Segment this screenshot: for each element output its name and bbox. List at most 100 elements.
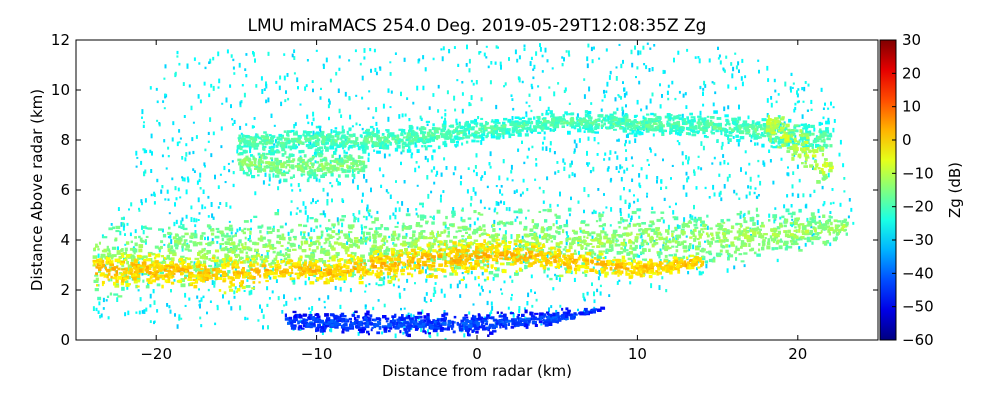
echo-point	[315, 218, 317, 221]
echo-point	[291, 200, 293, 203]
echo-point	[791, 215, 793, 217]
echo-point	[679, 91, 681, 94]
echo-point	[226, 98, 228, 103]
echo-point	[675, 246, 678, 248]
echo-point	[176, 238, 181, 240]
echo-point	[445, 216, 448, 219]
echo-point	[533, 225, 537, 229]
echo-point	[752, 228, 756, 230]
echo-point	[248, 247, 250, 250]
echo-point	[768, 214, 770, 218]
echo-point	[260, 235, 263, 238]
echo-point	[693, 169, 695, 173]
echo-point	[339, 109, 341, 114]
echo-point	[638, 81, 640, 85]
echo-point	[99, 315, 101, 318]
echo-point	[95, 244, 98, 246]
echo-point	[700, 111, 702, 116]
echo-point	[569, 103, 571, 105]
echo-point	[465, 232, 468, 234]
echo-point	[369, 48, 371, 51]
echo-point	[130, 202, 132, 206]
echo-point	[250, 219, 252, 222]
echo-point	[412, 230, 416, 233]
echo-point	[641, 232, 644, 235]
echo-point	[246, 261, 250, 264]
echo-point	[150, 275, 153, 277]
echo-point	[822, 186, 824, 189]
echo-point	[829, 215, 832, 218]
echo-point	[204, 270, 208, 273]
echo-point	[511, 234, 513, 239]
echo-point	[473, 229, 478, 233]
echo-point	[353, 259, 356, 261]
echo-point	[461, 240, 464, 242]
echo-point	[693, 205, 695, 209]
echo-point	[301, 241, 303, 244]
echo-point	[315, 240, 319, 242]
echo-point	[259, 256, 263, 258]
echo-point	[486, 255, 490, 258]
echo-point	[836, 232, 839, 236]
echo-point	[557, 170, 559, 173]
echo-point	[401, 273, 405, 275]
echo-point	[459, 280, 461, 284]
echo-point	[442, 56, 444, 61]
echo-point	[516, 216, 518, 218]
echo-point	[649, 48, 651, 50]
echo-point	[253, 255, 258, 258]
echo-point	[166, 303, 168, 307]
echo-point	[656, 273, 659, 276]
echo-point	[563, 248, 566, 250]
echo-point	[122, 255, 124, 258]
echo-point	[473, 242, 476, 244]
echo-point	[574, 173, 576, 177]
echo-point	[566, 231, 568, 233]
echo-point	[424, 264, 428, 267]
echo-point	[767, 98, 769, 103]
echo-point	[525, 243, 529, 246]
echo-point	[646, 193, 648, 195]
echo-point	[506, 207, 508, 211]
echo-point	[665, 186, 667, 189]
echo-point	[350, 288, 352, 292]
echo-point	[327, 228, 331, 231]
echo-point	[473, 187, 475, 192]
echo-point	[146, 236, 149, 238]
echo-point	[390, 195, 392, 200]
echo-point	[793, 109, 795, 113]
echo-point	[830, 202, 832, 204]
echo-point	[563, 57, 565, 61]
echo-point	[491, 244, 494, 247]
echo-point	[383, 104, 385, 109]
echo-point	[574, 278, 576, 282]
echo-point	[618, 171, 620, 173]
echo-point	[673, 256, 678, 259]
echo-point	[339, 55, 341, 58]
echo-point	[394, 215, 396, 220]
echo-point	[497, 234, 500, 236]
echo-point	[170, 245, 173, 249]
echo-point	[377, 234, 381, 238]
echo-point	[122, 222, 125, 225]
echo-point	[529, 233, 533, 236]
echo-point	[648, 249, 651, 252]
echo-point	[456, 249, 461, 253]
echo-point	[415, 238, 418, 241]
echo-point	[449, 273, 453, 276]
echo-point	[245, 242, 247, 246]
echo-point	[771, 103, 773, 108]
echo-point	[621, 177, 623, 181]
echo-point	[330, 328, 332, 332]
echo-point	[249, 231, 251, 235]
echo-point	[722, 142, 724, 146]
echo-point	[629, 281, 631, 284]
echo-point	[136, 280, 140, 283]
echo-point	[647, 267, 650, 270]
echo-point	[468, 130, 470, 135]
echo-point	[407, 255, 409, 259]
echo-point	[492, 228, 495, 232]
echo-point	[779, 217, 781, 220]
echo-point	[246, 252, 248, 255]
echo-point	[281, 245, 284, 247]
